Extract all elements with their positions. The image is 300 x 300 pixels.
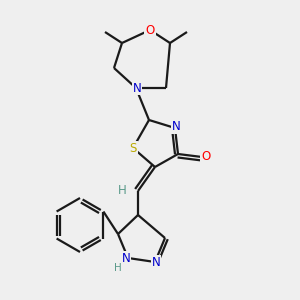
Text: O: O (201, 151, 211, 164)
Text: N: N (122, 251, 130, 265)
Text: H: H (114, 263, 122, 273)
Text: N: N (152, 256, 160, 268)
Text: N: N (133, 82, 141, 94)
Text: N: N (172, 121, 180, 134)
Text: H: H (118, 184, 126, 197)
Text: S: S (129, 142, 137, 154)
Text: O: O (146, 23, 154, 37)
